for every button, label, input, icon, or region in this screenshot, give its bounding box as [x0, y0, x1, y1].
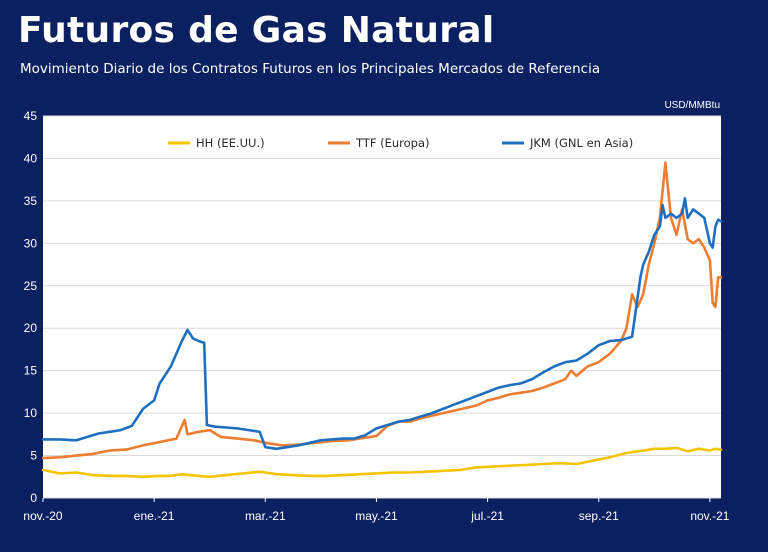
y-tick-label: 0	[30, 491, 37, 505]
legend-entry: JKM (GNL en Asia)	[529, 136, 633, 150]
series-line-1	[41, 161, 723, 460]
series-lines	[41, 161, 723, 479]
y-tick-label: 35	[24, 194, 38, 208]
y-tick-label: 20	[24, 321, 38, 335]
x-tick-label: jul.-21	[470, 509, 504, 523]
unit-label: USD/MMBtu	[664, 100, 720, 111]
y-tick-label: 15	[24, 364, 38, 378]
x-tick-label: sep.-21	[579, 509, 619, 523]
y-tick-label: 40	[24, 151, 38, 165]
y-tick-label: 10	[24, 406, 38, 420]
x-tick-label: mar.-21	[245, 509, 286, 523]
legend-entry: TTF (Europa)	[355, 136, 430, 150]
x-axis: nov.-20 ene.-21 mar.-21 may.-21 jul.-21 sep.-…	[23, 498, 730, 523]
gridlines	[43, 115, 721, 499]
chart-title: Futuros de Gas Natural	[18, 10, 495, 51]
x-tick-label: nov.-20	[23, 509, 62, 523]
legend-entry: HH (EE.UU.)	[196, 136, 265, 150]
y-tick-label: 5	[30, 449, 37, 463]
x-tick-label: nov.-21	[690, 509, 729, 523]
y-axis: 0 5 10 15 20 25 30 35 40 45	[24, 109, 38, 505]
y-tick-label: 30	[24, 236, 38, 250]
plot-area	[43, 116, 721, 498]
y-tick-label: 25	[24, 279, 38, 293]
chart-subtitle: Movimiento Diario de los Contratos Futur…	[20, 61, 601, 77]
series-line-2	[41, 197, 723, 451]
series-line-0	[41, 446, 723, 479]
x-tick-label: ene.-21	[134, 509, 175, 523]
legend: HH (EE.UU.) TTF (Europa) JKM (GNL en Asia)	[168, 136, 633, 150]
x-tick-label: may.-21	[355, 509, 398, 523]
y-tick-label: 45	[24, 109, 38, 123]
